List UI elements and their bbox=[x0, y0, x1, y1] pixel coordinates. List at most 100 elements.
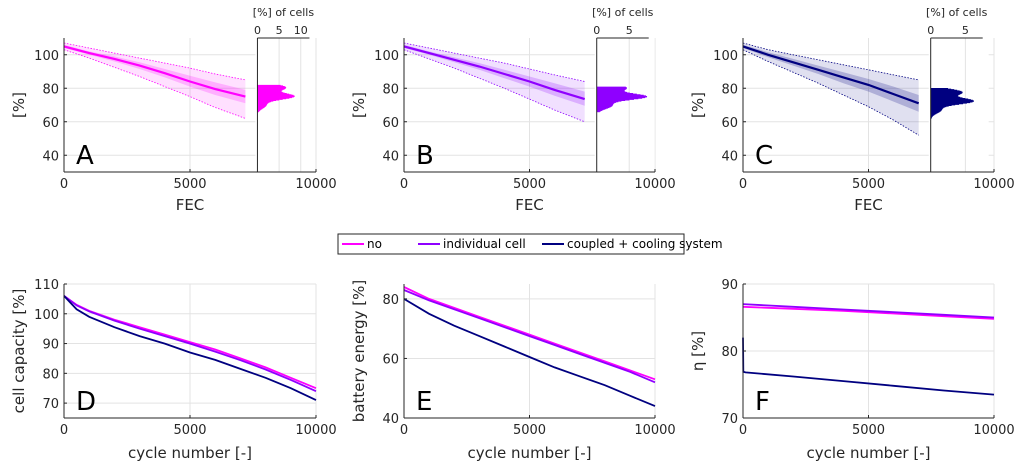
histogram-tick-label: 0 bbox=[254, 24, 261, 37]
y-tick-label: 60 bbox=[42, 116, 59, 131]
y-tick-label: 100 bbox=[34, 49, 59, 64]
panel-label: B bbox=[416, 141, 434, 171]
legend-box bbox=[337, 233, 685, 255]
y-axis-label: [%] bbox=[10, 92, 28, 118]
series-line-2 bbox=[403, 298, 656, 407]
x-axis-label: cycle number [-] bbox=[128, 444, 252, 462]
histogram-axis-label: [%] of cells bbox=[926, 6, 988, 19]
panel-a: 0 5 10 [%] of cells 0 5000 10000 40 60 80 100 FEC [%… bbox=[10, 6, 337, 214]
x-tick-label: 0 bbox=[60, 177, 68, 192]
x-tick-label: 5000 bbox=[173, 423, 206, 438]
histogram-a: 0 5 10 [%] of cells bbox=[253, 6, 316, 174]
histogram-tick-label: 5 bbox=[626, 24, 633, 37]
series-line-2 bbox=[63, 295, 317, 401]
series-line-1 bbox=[742, 303, 995, 319]
y-tick-label: 40 bbox=[721, 149, 738, 164]
y-tick-label: 80 bbox=[382, 293, 399, 308]
y-tick-label: 70 bbox=[42, 397, 59, 412]
x-tick-label: 5000 bbox=[513, 177, 546, 192]
series-line-0 bbox=[403, 286, 656, 381]
histogram-tick-label: 5 bbox=[276, 24, 283, 37]
series-line-2 bbox=[742, 337, 995, 396]
x-tick-label: 0 bbox=[60, 423, 68, 438]
outer-band-lower-line bbox=[742, 49, 919, 136]
y-tick-label: 90 bbox=[42, 338, 59, 353]
x-tick-label: 5000 bbox=[173, 177, 206, 192]
series-line-1 bbox=[63, 295, 317, 393]
x-tick-label: 0 bbox=[739, 423, 747, 438]
y-tick-label: 90 bbox=[721, 278, 738, 293]
y-tick-label: 60 bbox=[382, 116, 399, 131]
x-axis-label: FEC bbox=[854, 196, 883, 214]
outer-band bbox=[404, 43, 585, 122]
legend-label-0: no bbox=[367, 237, 382, 251]
panel-f: 0 5000 10000 70 80 90 cycle number [-] η [%] F bbox=[689, 278, 1015, 462]
y-tick-label: 100 bbox=[34, 308, 59, 323]
y-tick-label: 60 bbox=[721, 116, 738, 131]
x-tick-label: 10000 bbox=[634, 423, 675, 438]
y-tick-label: 40 bbox=[42, 149, 59, 164]
y-axis-label: [%] bbox=[689, 92, 707, 118]
panel-label: C bbox=[755, 141, 773, 171]
x-tick-label: 10000 bbox=[634, 177, 675, 192]
y-tick-label: 40 bbox=[382, 412, 399, 427]
y-tick-label: 80 bbox=[42, 82, 59, 97]
legend-label-1: individual cell bbox=[443, 237, 526, 251]
y-axis-label: battery energy [%] bbox=[350, 280, 368, 423]
x-axis-label: cycle number [-] bbox=[468, 444, 592, 462]
inner-band bbox=[404, 44, 585, 106]
legend-label-2: coupled + cooling system bbox=[567, 237, 723, 251]
outer-band-upper-line bbox=[63, 42, 246, 81]
histogram-tick-label: 5 bbox=[962, 24, 969, 37]
panel-d: 0 5000 10000 70 80 90 100 110 cycle number [-] ce… bbox=[10, 278, 337, 462]
histogram-axis-label: [%] of cells bbox=[592, 6, 654, 19]
x-axis-label: FEC bbox=[515, 196, 544, 214]
panel-label: E bbox=[416, 387, 432, 417]
panel-label: F bbox=[755, 387, 770, 417]
x-tick-label: 10000 bbox=[973, 423, 1014, 438]
legend: no individual cell coupled + cooling syste… bbox=[337, 233, 723, 255]
y-tick-label: 80 bbox=[382, 82, 399, 97]
outer-band-lower-line bbox=[63, 49, 246, 119]
inner-band bbox=[64, 44, 246, 104]
panel-label: A bbox=[76, 141, 94, 171]
x-tick-label: 10000 bbox=[973, 177, 1014, 192]
y-axis-label: cell capacity [%] bbox=[10, 289, 28, 414]
series-line-1 bbox=[403, 289, 656, 384]
y-tick-label: 100 bbox=[374, 49, 399, 64]
histogram-axis-label: [%] of cells bbox=[253, 6, 315, 19]
histogram-tick-label: 10 bbox=[294, 24, 308, 37]
outer-band bbox=[743, 43, 919, 136]
panel-c: 0 5 [%] of cells 0 5000 10000 40 60 80 100 FEC [%] C bbox=[689, 6, 1015, 214]
y-axis-label: η [%] bbox=[689, 331, 707, 371]
y-tick-label: 80 bbox=[42, 367, 59, 382]
y-tick-label: 80 bbox=[721, 345, 738, 360]
y-tick-label: 60 bbox=[382, 352, 399, 367]
y-tick-label: 40 bbox=[382, 149, 399, 164]
x-tick-label: 0 bbox=[400, 423, 408, 438]
histogram-c: 0 5 [%] of cells bbox=[926, 6, 989, 174]
x-tick-label: 10000 bbox=[295, 177, 336, 192]
histogram-tick-label: 0 bbox=[927, 24, 934, 37]
panel-label: D bbox=[76, 387, 96, 417]
series-line-0 bbox=[742, 305, 995, 320]
x-axis-label: cycle number [-] bbox=[807, 444, 931, 462]
mean-line bbox=[63, 45, 246, 98]
y-tick-label: 80 bbox=[721, 82, 738, 97]
x-axis-label: FEC bbox=[176, 196, 205, 214]
panel-b: 0 5 [%] of cells 0 5000 10000 40 60 80 100 FEC [%] B bbox=[350, 6, 676, 214]
x-tick-label: 0 bbox=[400, 177, 408, 192]
mean-line bbox=[403, 45, 586, 101]
y-tick-label: 110 bbox=[34, 278, 59, 293]
mean-line bbox=[742, 45, 920, 105]
x-tick-label: 10000 bbox=[295, 423, 336, 438]
histogram-tick-label: 0 bbox=[593, 24, 600, 37]
x-tick-label: 5000 bbox=[852, 423, 885, 438]
outer-band-upper-line bbox=[742, 42, 919, 81]
outer-band-lower-line bbox=[403, 49, 585, 123]
histogram-b: 0 5 [%] of cells bbox=[592, 6, 655, 174]
x-tick-label: 5000 bbox=[513, 423, 546, 438]
y-axis-label: [%] bbox=[350, 92, 368, 118]
outer-band bbox=[64, 43, 246, 119]
